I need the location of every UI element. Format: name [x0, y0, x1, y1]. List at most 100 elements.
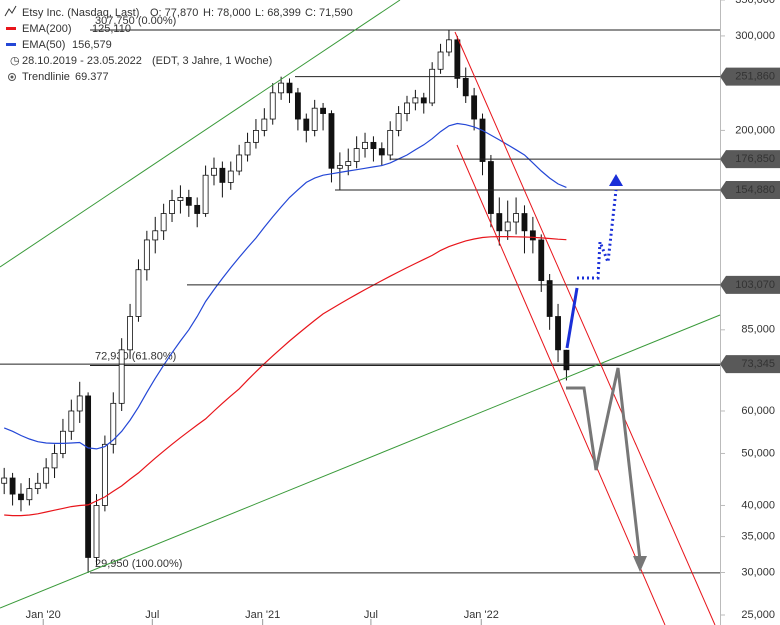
y-tick-label: 25,000 — [741, 609, 775, 621]
arrow-head — [633, 556, 647, 572]
candle-body — [169, 200, 175, 214]
candle-body — [177, 197, 184, 201]
y-tick-label: 85,000 — [741, 324, 775, 336]
candle-body — [1, 477, 8, 484]
candle-body — [34, 482, 41, 490]
candle-body — [529, 230, 536, 241]
candle-body — [127, 316, 133, 351]
candle-body — [387, 130, 394, 156]
header-title: Etsy Inc. (Nasdaq, Last) — [22, 7, 139, 19]
projection-path — [566, 367, 642, 561]
candle-body — [320, 107, 326, 114]
candle-body — [513, 213, 520, 223]
ohlc: O: 77,870 — [150, 7, 198, 19]
fib-label: 307,750 (0.00%) — [95, 15, 176, 27]
header: Etsy Inc. (Nasdaq, Last) O: 77,870 H: 78… — [4, 5, 353, 83]
candle-body — [185, 197, 192, 206]
level-box — [720, 180, 780, 199]
x-tick-label: Jan '22 — [464, 609, 499, 621]
candle-body — [378, 148, 385, 156]
candle-body — [110, 402, 117, 445]
ohlc: L: 68,399 — [255, 7, 301, 19]
icon — [4, 5, 17, 17]
candle-body — [118, 349, 125, 404]
y-tick-label: 40,000 — [741, 499, 775, 511]
candle-body — [9, 477, 16, 495]
date-range: 28.10.2019 - 23.05.2022 — [22, 55, 142, 67]
candle-body — [336, 165, 343, 169]
candle-body — [51, 453, 58, 469]
candle-body — [328, 113, 335, 169]
y-tick-label: 35,000 — [741, 530, 775, 542]
candle-body — [521, 213, 528, 232]
candle-body — [253, 130, 259, 143]
level-label: 154,880 — [735, 184, 775, 196]
level-label: 73,345 — [741, 358, 775, 370]
candle-body — [26, 488, 33, 501]
y-tick-label: 200,000 — [735, 124, 775, 136]
candle-body — [294, 92, 301, 120]
candle-body — [446, 39, 452, 53]
candle-body — [60, 430, 66, 454]
candle-body — [76, 395, 83, 412]
candle-body — [471, 95, 478, 120]
candle-body — [496, 213, 503, 232]
fib-label: 72,930 (61.80%) — [95, 350, 176, 362]
candle-body — [303, 118, 310, 131]
legend-swatch — [6, 27, 16, 30]
candle-body — [152, 230, 159, 241]
ohlc: H: 78,000 — [203, 7, 251, 19]
y-tick-label: 30,000 — [741, 566, 775, 578]
candle-body — [18, 493, 24, 501]
candle-body — [370, 141, 377, 149]
trendline-value: 69.377 — [75, 71, 109, 83]
candle-body — [555, 316, 561, 351]
x-tick-label: Jan '21 — [245, 609, 280, 621]
icon — [8, 73, 16, 81]
y-tick-label: 300,000 — [735, 30, 775, 42]
candle-body — [437, 51, 444, 70]
candle-body — [504, 221, 511, 232]
candle-body — [236, 154, 243, 172]
level-label: 251,860 — [735, 71, 775, 83]
level-box — [720, 275, 780, 294]
candle-body — [160, 213, 167, 232]
candle-body — [538, 239, 545, 281]
level-box — [720, 150, 780, 169]
level-label: 176,850 — [735, 153, 775, 165]
candle-body — [479, 118, 486, 162]
candle-body — [311, 107, 318, 131]
trendline-label: Trendlinie — [22, 71, 70, 83]
candle-body — [43, 467, 50, 484]
y-tick-label: 60,000 — [741, 405, 775, 417]
candle-body — [227, 170, 234, 183]
candle-body — [244, 141, 251, 156]
candle-body — [202, 174, 209, 214]
candle-body — [269, 92, 276, 120]
candle-body — [93, 505, 100, 558]
candle-body — [404, 102, 410, 114]
candle-body — [353, 148, 360, 162]
candle-body — [135, 269, 142, 317]
candle-body — [454, 39, 461, 79]
icon — [10, 75, 14, 79]
candle-body — [68, 410, 75, 432]
legend-value: 125,110 — [92, 23, 131, 35]
candle-body — [546, 280, 553, 317]
ema-line — [4, 236, 567, 517]
projection-path — [577, 189, 618, 280]
y-tick-label: 350,000 — [735, 0, 775, 6]
candle-body — [261, 118, 268, 131]
x-tick-label: Jan '20 — [26, 609, 61, 621]
level-label: 103,070 — [735, 279, 775, 291]
candle-body — [412, 97, 419, 104]
candle-body — [487, 161, 494, 214]
candle-body — [395, 113, 402, 131]
candle-body — [362, 141, 368, 149]
projection-path — [565, 287, 579, 349]
candle-body — [211, 167, 217, 176]
candle-body — [462, 78, 469, 97]
plot: 307,750 (0.00%)72,930 (61.80%)29,950 (10… — [0, 15, 720, 574]
candle-body — [420, 97, 427, 104]
